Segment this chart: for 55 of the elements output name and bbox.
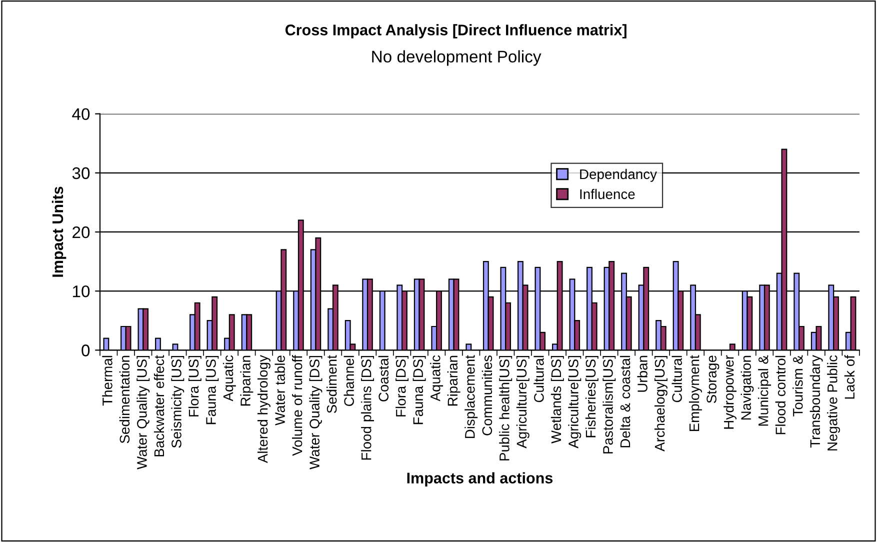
chart-title: Cross Impact Analysis [Direct Influence matrix] bbox=[285, 24, 626, 38]
x-tick-label: Flora [US] bbox=[188, 356, 202, 416]
x-tick-label: Municipal & bbox=[758, 355, 771, 426]
x-tick-label: Public health[US] bbox=[499, 356, 512, 460]
y-tick-label: 30 bbox=[72, 167, 90, 180]
x-tick-label: Employment bbox=[689, 355, 702, 432]
y-tick-label: 20 bbox=[72, 226, 90, 238]
x-tick-label: Water table bbox=[274, 356, 285, 426]
x-tick-label: Navigation bbox=[740, 356, 754, 420]
x-tick-label: Agriculture[US] bbox=[568, 356, 582, 448]
legend-label: Dependancy bbox=[580, 168, 657, 182]
x-tick-label: Fauna [DS] bbox=[412, 356, 426, 424]
x-tick-label: Agriculture[US] bbox=[516, 356, 530, 448]
x-tick-label: Lack of bbox=[844, 354, 855, 399]
x-tick-label: Cultural bbox=[534, 356, 544, 402]
x-tick-label: Channel bbox=[344, 356, 354, 406]
x-tick-label: Sediment bbox=[326, 355, 337, 414]
x-tick-label: Seismicity [US] bbox=[171, 356, 184, 448]
y-tick-label: 10 bbox=[72, 285, 90, 298]
x-tick-label: Fauna [US] bbox=[206, 356, 219, 424]
x-tick-label: Archaelogy[US] bbox=[654, 356, 668, 452]
x-tick-label: Water Quality [DS] bbox=[309, 356, 322, 470]
x-tick-label: Coastal bbox=[378, 356, 389, 402]
x-tick-label: Transboundary bbox=[810, 355, 823, 448]
x-tick-label: Water Quality [US] bbox=[136, 356, 150, 470]
x-tick-label: Cultural bbox=[672, 356, 682, 402]
x-tick-label: Negative Public bbox=[827, 355, 840, 450]
x-tick-label: Volume of runoff bbox=[292, 354, 302, 456]
x-tick-label: Communities bbox=[482, 355, 492, 436]
x-tick-label: Storage bbox=[706, 356, 720, 404]
x-tick-label: Riparian bbox=[447, 356, 460, 406]
x-tick-label: Displacement bbox=[464, 355, 478, 438]
x-tick-label: Flora [DS] bbox=[396, 356, 409, 416]
chart-subtitle: No development Policy bbox=[372, 50, 542, 66]
y-tick-label: 0 bbox=[82, 344, 90, 356]
x-tick-label: Riparian bbox=[240, 356, 254, 406]
x-tick-label: Altered hydrology bbox=[257, 355, 270, 464]
x-axis-title: Impacts and actions bbox=[407, 472, 553, 486]
legend-label: Influence bbox=[580, 188, 635, 200]
x-tick-label: Hydropower bbox=[724, 355, 736, 429]
x-tick-label: Flood control bbox=[775, 356, 786, 434]
x-tick-label: Pastoralism[US] bbox=[602, 356, 616, 454]
x-tick-label: Aquatic bbox=[430, 355, 444, 402]
x-tick-label: Wetlands [DS] bbox=[550, 356, 564, 444]
x-tick-label: Urban bbox=[637, 356, 648, 392]
y-axis-title: Impact Units bbox=[52, 186, 66, 277]
y-tick-label: 40 bbox=[72, 108, 90, 120]
x-tick-label: Thermal bbox=[102, 356, 112, 406]
x-tick-label: Backwater effect bbox=[154, 355, 164, 456]
x-tick-label: Sedimentation bbox=[119, 356, 130, 444]
x-tick-label: Flood plains [DS] bbox=[361, 356, 374, 460]
x-tick-label: Fisheries[US] bbox=[585, 356, 598, 438]
x-tick-label: Tourism & bbox=[792, 355, 803, 416]
x-tick-label: Delta & coastal bbox=[620, 356, 630, 448]
x-tick-label: Aquatic bbox=[222, 355, 236, 402]
